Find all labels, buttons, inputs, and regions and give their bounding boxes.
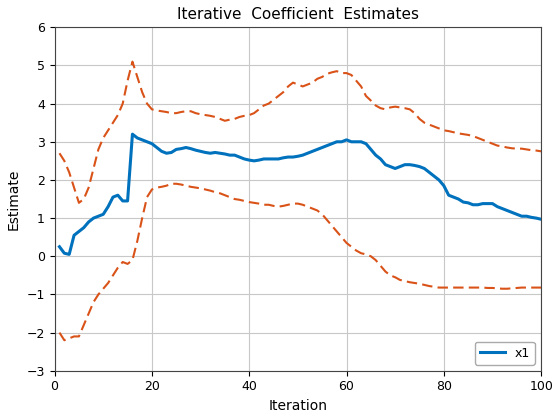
x1 <box>158 149 165 154</box>
x1 <box>178 146 184 151</box>
Y-axis label: Estimate: Estimate <box>7 168 21 230</box>
X-axis label: Iteration: Iteration <box>268 399 328 413</box>
x1 <box>66 252 73 257</box>
x1 <box>314 147 321 152</box>
x1 <box>508 210 515 215</box>
x1 <box>538 217 544 222</box>
x1 <box>56 244 63 249</box>
x1 <box>523 214 530 219</box>
Line: x1: x1 <box>59 134 541 255</box>
x1 <box>129 131 136 136</box>
Legend: x1: x1 <box>475 341 535 365</box>
x1 <box>353 139 360 144</box>
Title: Iterative  Coefficient  Estimates: Iterative Coefficient Estimates <box>177 7 419 22</box>
